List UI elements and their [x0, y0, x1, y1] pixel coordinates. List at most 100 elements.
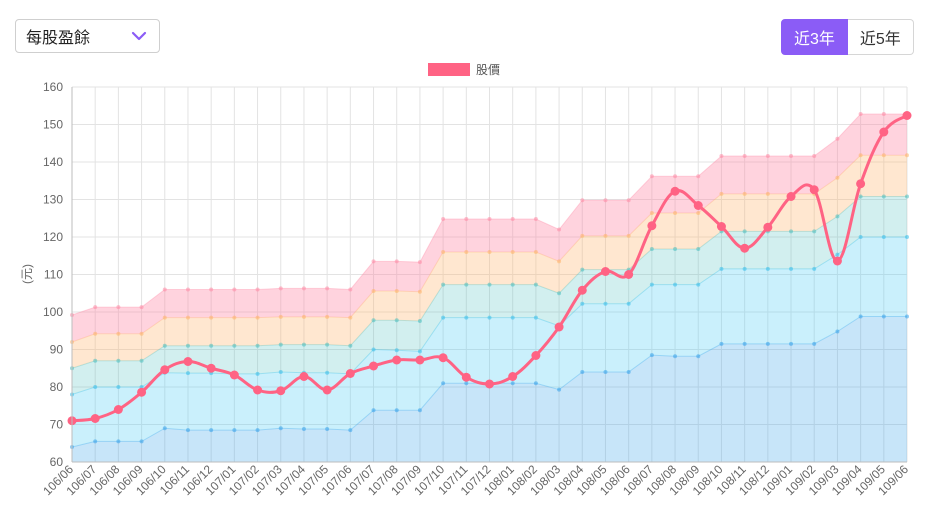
price-point[interactable]	[206, 363, 216, 373]
band-point	[441, 217, 446, 221]
price-point[interactable]	[624, 270, 634, 279]
price-point[interactable]	[113, 405, 123, 414]
band-point	[603, 370, 608, 374]
metric-select[interactable]: 每股盈餘	[15, 19, 160, 53]
price-point[interactable]	[415, 355, 425, 365]
price-point[interactable]	[508, 372, 518, 381]
price-point[interactable]	[879, 127, 889, 137]
price-point[interactable]	[832, 256, 842, 266]
y-tick-label: 80	[50, 380, 64, 394]
band-point	[417, 349, 422, 354]
band-point	[487, 315, 492, 320]
band-point	[881, 314, 886, 319]
price-point[interactable]	[276, 386, 286, 396]
price-point[interactable]	[693, 201, 703, 210]
band-point	[742, 341, 747, 346]
band-point	[464, 250, 469, 254]
chevron-down-icon	[131, 31, 147, 41]
price-point[interactable]	[438, 353, 448, 363]
band-point	[557, 387, 562, 392]
band-point	[881, 112, 886, 116]
band-area-3	[72, 155, 907, 369]
legend[interactable]: 股價	[428, 63, 500, 77]
range-3y-button[interactable]: 近3年	[781, 19, 848, 55]
band-point	[673, 247, 678, 251]
price-point[interactable]	[392, 355, 402, 365]
band-point	[696, 282, 701, 287]
band-point	[255, 371, 260, 376]
band-point	[858, 235, 863, 239]
band-point	[626, 233, 631, 238]
price-point[interactable]	[809, 185, 819, 195]
band-point	[858, 194, 863, 199]
price-point[interactable]	[461, 372, 471, 382]
band-point	[417, 260, 422, 265]
price-point[interactable]	[856, 179, 866, 189]
band-point	[139, 305, 144, 310]
band-point	[371, 259, 376, 264]
price-point[interactable]	[716, 222, 726, 231]
price-point[interactable]	[90, 414, 100, 423]
band-point	[348, 287, 353, 292]
band-point	[765, 154, 770, 158]
price-point[interactable]	[137, 387, 147, 397]
band-point	[881, 235, 886, 239]
price-point[interactable]	[902, 111, 912, 120]
price-point[interactable]	[786, 192, 796, 201]
price-point[interactable]	[600, 267, 610, 276]
band-point	[510, 250, 515, 254]
legend-label: 股價	[476, 63, 500, 77]
band-point	[116, 331, 121, 336]
band-point	[649, 282, 654, 287]
band-point	[116, 385, 121, 389]
band-point	[696, 247, 701, 251]
band-point	[603, 198, 608, 203]
band-point	[301, 342, 306, 347]
price-point[interactable]	[485, 379, 494, 389]
price-point[interactable]	[740, 243, 750, 253]
price-point[interactable]	[577, 285, 587, 295]
band-point	[255, 343, 260, 348]
band-point	[278, 426, 283, 431]
price-point[interactable]	[554, 322, 564, 332]
price-point[interactable]	[531, 351, 541, 360]
band-point	[533, 217, 538, 221]
band-point	[162, 426, 167, 431]
band-point	[649, 247, 654, 251]
band-area-4	[72, 114, 907, 342]
price-point[interactable]	[670, 186, 680, 196]
price-point[interactable]	[299, 372, 309, 381]
range-5y-button[interactable]: 近5年	[847, 19, 914, 55]
band-point	[255, 315, 260, 320]
band-point	[209, 343, 214, 348]
band-point	[348, 315, 353, 320]
price-point[interactable]	[763, 222, 773, 232]
price-point[interactable]	[183, 357, 193, 366]
band-point	[394, 259, 399, 264]
band-point	[394, 318, 399, 323]
band-point	[789, 154, 794, 158]
band-point	[881, 153, 886, 158]
price-point[interactable]	[647, 221, 657, 231]
band-point	[719, 266, 724, 271]
band-point	[255, 428, 260, 433]
band-point	[742, 191, 747, 196]
band-point	[232, 428, 237, 433]
band-point	[719, 341, 724, 346]
price-point[interactable]	[253, 385, 263, 395]
band-point	[765, 191, 770, 196]
y-tick-label: 140	[43, 155, 63, 169]
band-point	[580, 267, 585, 272]
band-point	[348, 343, 353, 348]
band-point	[603, 301, 608, 306]
price-point[interactable]	[322, 385, 332, 395]
price-point[interactable]	[369, 361, 379, 371]
metric-select-value: 每股盈餘	[26, 30, 91, 47]
price-point[interactable]	[160, 365, 170, 375]
band-point	[278, 370, 283, 374]
band-point	[185, 315, 190, 320]
price-point[interactable]	[345, 369, 355, 378]
band-point	[464, 381, 469, 386]
band-point	[649, 174, 654, 179]
price-point[interactable]	[229, 370, 239, 380]
